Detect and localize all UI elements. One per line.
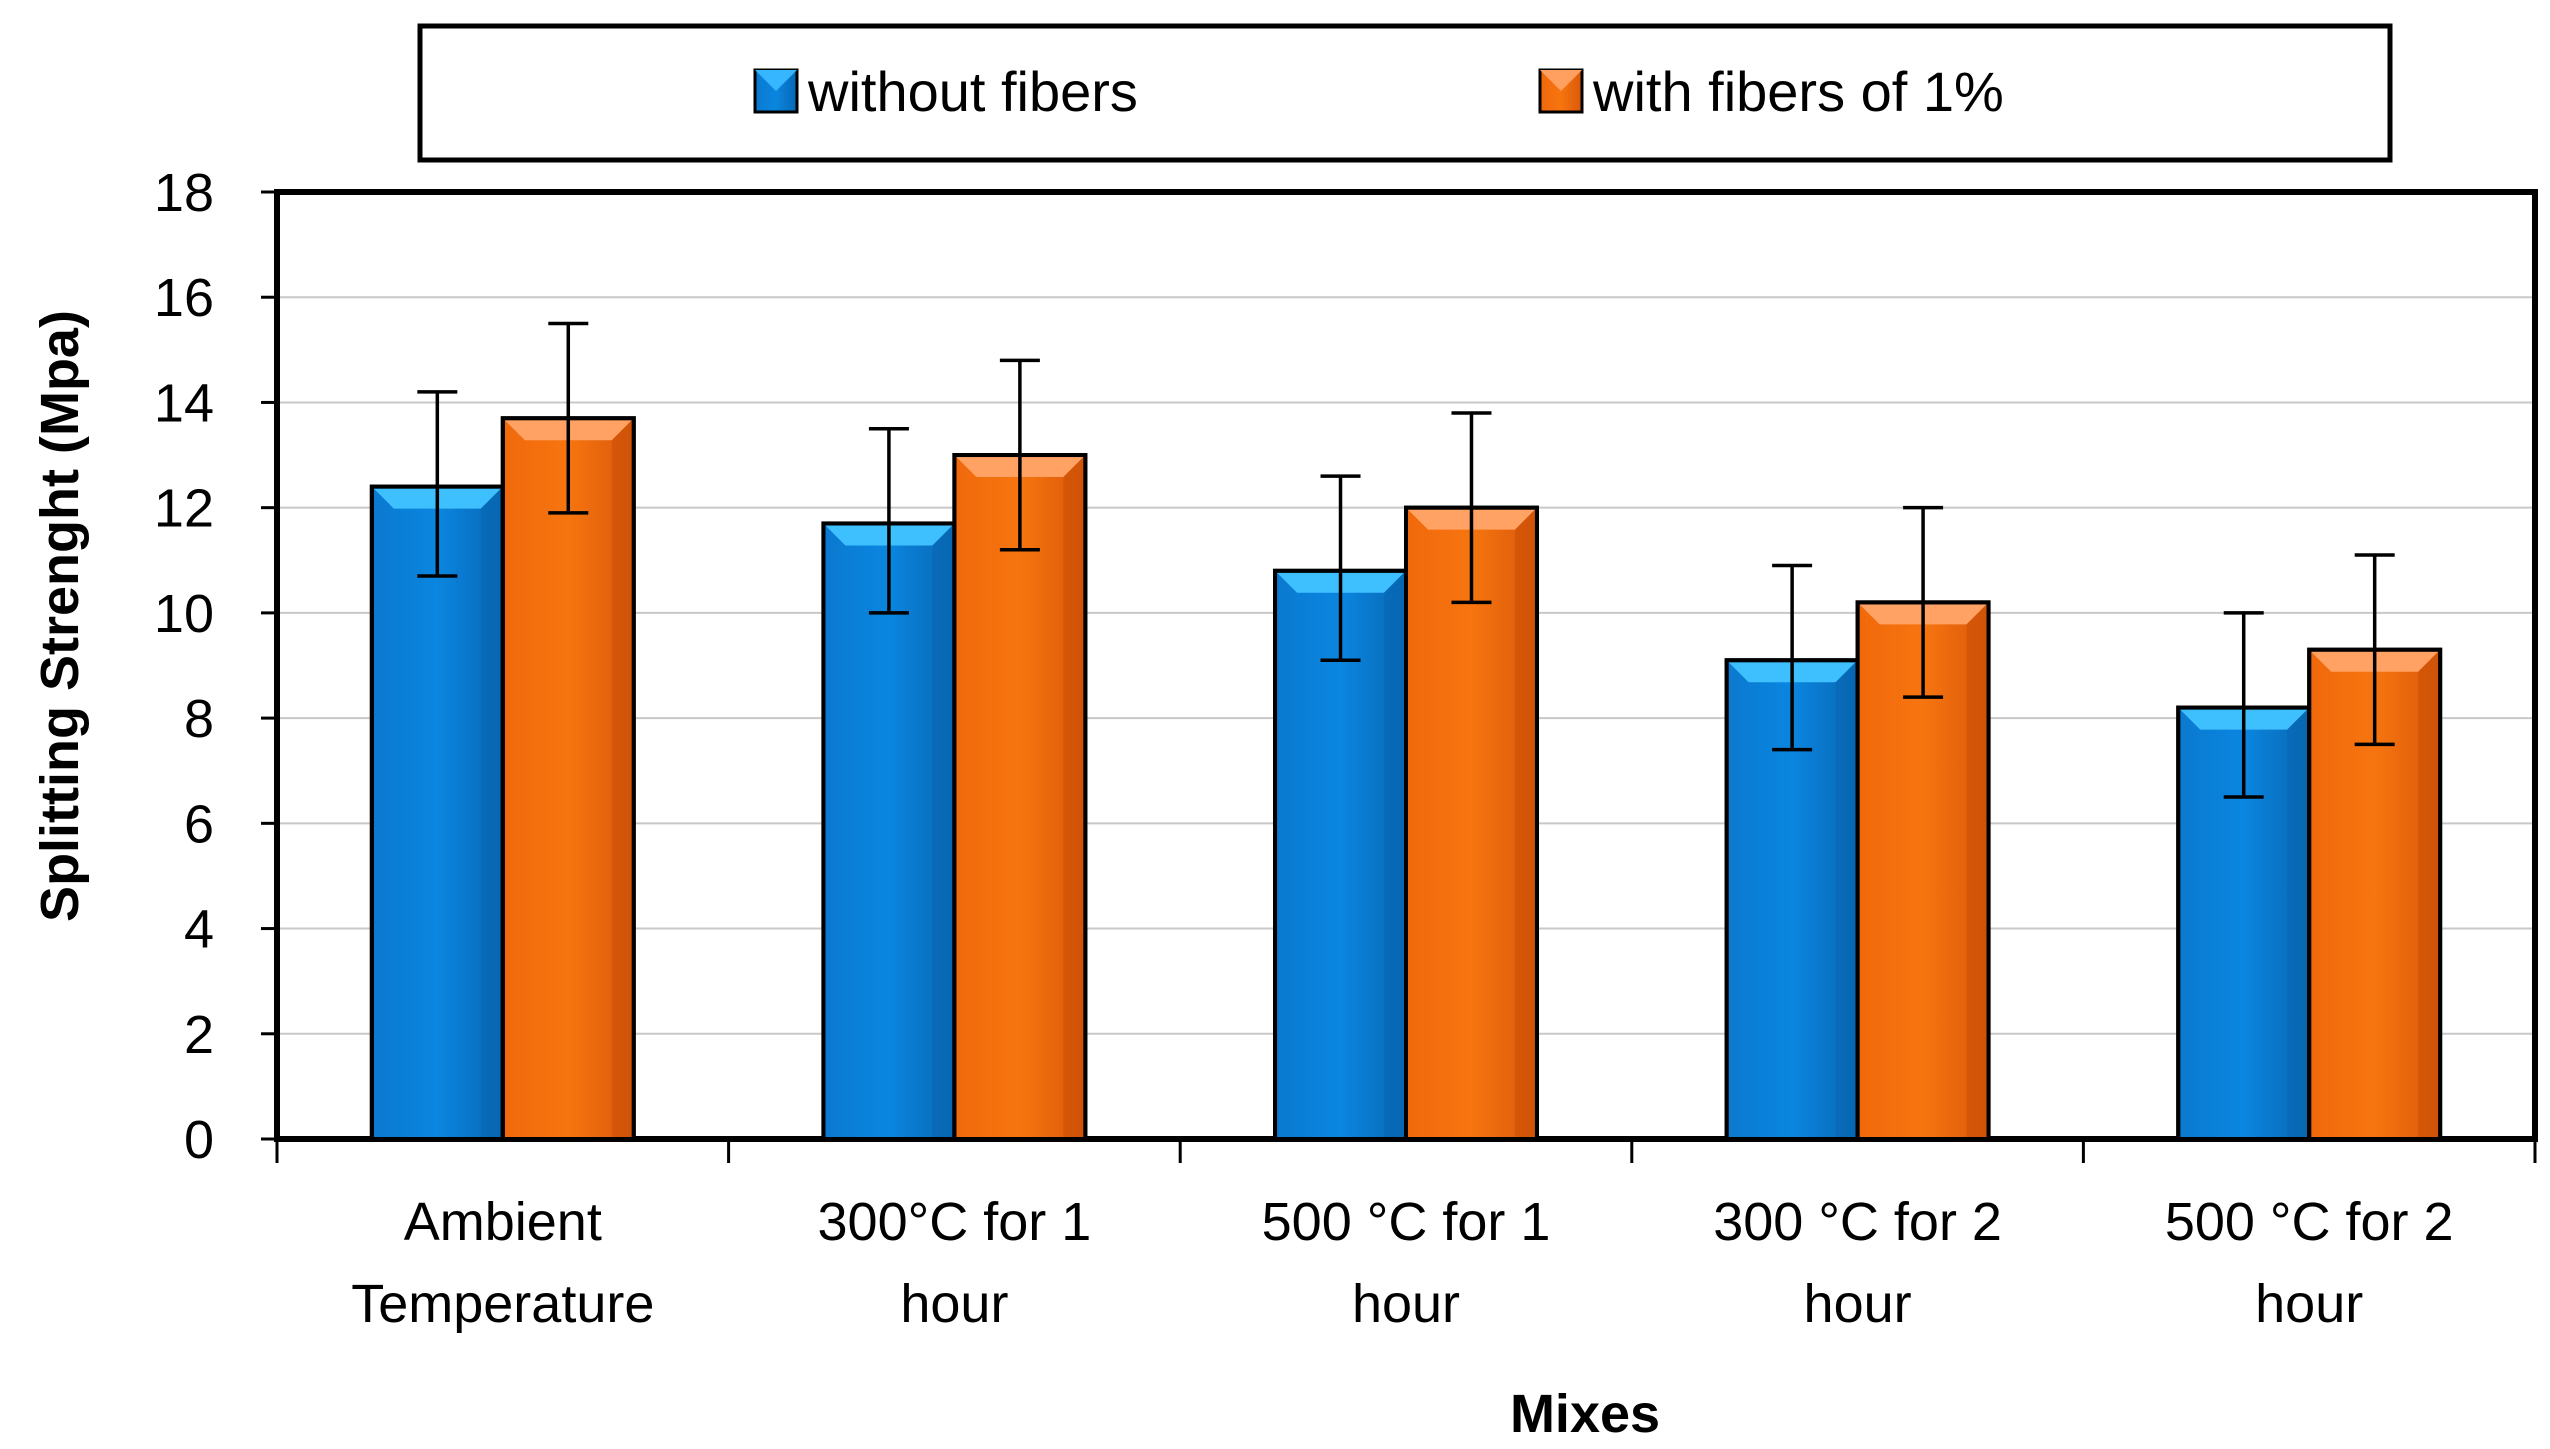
bar-with-fibers-0: [500, 416, 636, 1141]
error-bar-without-fibers-0: [417, 390, 458, 578]
y-tick-label-18: 18: [154, 163, 214, 223]
category-label-0-line-1: Temperature: [351, 1274, 654, 1334]
y-tick-label-4: 4: [184, 900, 214, 960]
bar-bevel-right: [2418, 651, 2439, 1137]
bar-bevel-right: [611, 420, 632, 1137]
category-label-2-line-0: 500 °C for 1: [1262, 1192, 1551, 1252]
y-tick-label-0: 0: [184, 1110, 214, 1170]
bar-without-fibers-0: [369, 484, 505, 1142]
category-label-2-line-1: hour: [1352, 1274, 1460, 1334]
legend-swatch-blue-top: [755, 70, 797, 91]
legend-swatch-orange-top: [1540, 70, 1582, 91]
y-tick-label-12: 12: [154, 479, 214, 539]
bar-bevel-right: [2287, 709, 2308, 1137]
y-tick-label-2: 2: [184, 1005, 214, 1065]
y-tick-label-14: 14: [154, 373, 214, 433]
error-bars: [417, 321, 2395, 799]
error-bar-with-fibers-4: [2354, 553, 2395, 747]
bar-bevel-right: [1835, 662, 1856, 1137]
category-label-4-line-1: hour: [2255, 1274, 2363, 1334]
error-bar-with-fibers-0: [548, 321, 589, 515]
bars: [369, 416, 2443, 1142]
bar-bevel-right: [480, 488, 501, 1138]
error-bar-without-fibers-4: [2223, 611, 2264, 799]
error-bar-with-fibers-2: [1451, 411, 1492, 605]
category-label-3-line-1: hour: [1804, 1274, 1912, 1334]
bar-bevel-right: [1966, 604, 1987, 1137]
legend: without fibers with fibers of 1%: [417, 23, 2393, 163]
y-tick-label-8: 8: [184, 689, 214, 749]
error-bar-with-fibers-3: [1903, 505, 1944, 699]
legend-frame: [417, 23, 2393, 163]
error-bar-without-fibers-2: [1320, 474, 1361, 662]
y-tick-label-10: 10: [154, 584, 214, 644]
error-bar-without-fibers-3: [1772, 563, 1813, 752]
bar-with-fibers-1: [952, 453, 1088, 1141]
category-labels: Ambient Temperature 300°C for 1 hour 500 °C …: [351, 1192, 2453, 1334]
bar-bevel-right: [1063, 457, 1084, 1137]
y-ticks: 0 2 4 6 8 10 12 14 16 18: [154, 163, 277, 1170]
bar-without-fibers-2: [1273, 568, 1409, 1141]
y-tick-label-16: 16: [154, 268, 214, 328]
legend-label-without-fibers: without fibers: [807, 60, 1138, 123]
category-label-3-line-0: 300 °C for 2: [1713, 1192, 2002, 1252]
legend-label-with-fibers: with fibers of 1%: [1592, 60, 2004, 123]
bar-with-fibers-2: [1404, 505, 1539, 1141]
bar-bevel-right: [1384, 572, 1404, 1137]
y-axis-title: Splitting Strenght (Mpa): [30, 310, 90, 922]
category-label-1-line-1: hour: [900, 1274, 1008, 1334]
legend-item-with-fibers: with fibers of 1%: [1538, 60, 2004, 123]
x-axis-title: Mixes: [1510, 1384, 1660, 1444]
error-bar-with-fibers-1: [999, 358, 1040, 552]
y-tick-label-6: 6: [184, 794, 214, 854]
bar-without-fibers-1: [821, 521, 957, 1141]
category-label-0-line-0: Ambient: [404, 1192, 602, 1252]
category-label-4-line-0: 500 °C for 2: [2165, 1192, 2454, 1252]
x-ticks: [275, 1139, 2537, 1163]
bar-bevel-right: [1514, 509, 1535, 1138]
category-label-1-line-0: 300°C for 1: [818, 1192, 1092, 1252]
bar-bevel-right: [932, 525, 953, 1137]
error-bar-without-fibers-1: [868, 427, 909, 615]
legend-item-without-fibers: without fibers: [753, 60, 1138, 123]
